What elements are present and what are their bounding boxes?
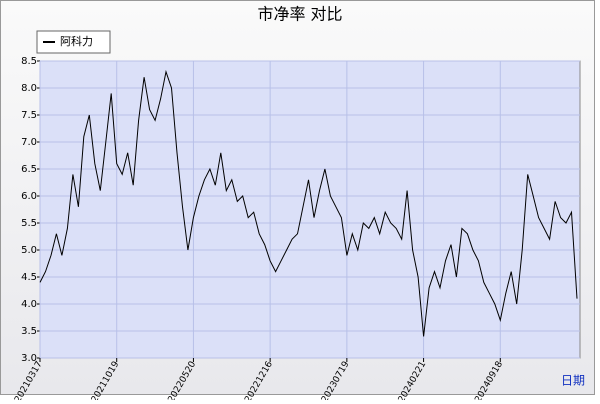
y-tick-label: 5.5 [21,218,37,229]
y-tick-label: 8.0 [21,83,37,94]
legend-box [36,30,111,54]
y-tick-label: 5.0 [21,245,37,256]
y-tick-label: 6.0 [21,191,37,202]
y-tick-label: 4.5 [21,272,37,283]
chart-title: 市净率 对比 [257,5,342,24]
plot-area [39,60,581,359]
y-tick-label: 8.5 [21,56,37,67]
y-tick-label: 3.0 [21,353,37,364]
y-tick-label: 7.0 [21,137,37,148]
x-axis-label: 日期 [561,374,585,388]
y-tick-label: 4.0 [21,299,37,310]
y-tick-label: 7.5 [21,110,37,121]
data-line [39,69,578,337]
legend-label: 阿科力 [60,34,93,48]
y-tick-label: 3.5 [21,326,37,337]
y-tick-label: 6.5 [21,164,37,175]
